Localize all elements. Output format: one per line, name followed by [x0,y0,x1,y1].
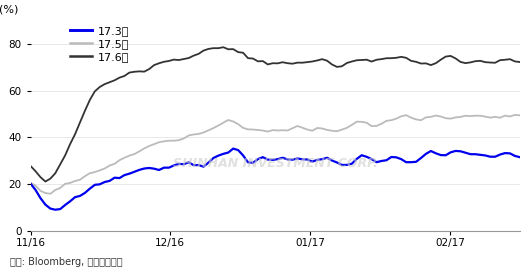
17.3월 [27,182,34,185]
17.5월 [324,128,330,132]
17.3월 [230,147,236,150]
17.6월 [146,68,152,71]
Text: SHINHAN INVESTMENT CORP.: SHINHAN INVESTMENT CORP. [173,157,378,170]
17.3월 [502,151,508,155]
17.3월 [146,166,152,170]
17.5월 [482,115,488,118]
17.5월 [285,129,291,132]
Text: 자료: Bloomberg, 신한금융투자: 자료: Bloomberg, 신한금융투자 [10,257,123,267]
17.5월 [146,144,152,148]
Text: (%): (%) [0,4,18,14]
17.3월 [289,158,296,161]
17.5월 [517,114,523,117]
Legend: 17.3월, 17.5월, 17.6월: 17.3월, 17.5월, 17.6월 [66,22,134,66]
Line: 17.5월: 17.5월 [30,115,520,194]
17.6월 [487,61,493,64]
17.5월 [27,181,34,184]
17.6월 [126,71,133,74]
17.6월 [289,62,296,65]
17.5월 [497,116,503,119]
17.3월 [52,208,58,211]
17.3월 [126,172,133,175]
17.3월 [487,155,493,158]
17.6월 [502,58,508,61]
17.3월 [329,159,335,162]
17.6월 [27,164,34,168]
17.6월 [329,63,335,66]
17.6월 [42,180,49,183]
17.6월 [517,60,523,64]
17.3월 [517,156,523,159]
17.5월 [126,154,133,157]
Line: 17.6월: 17.6월 [30,47,520,181]
17.6월 [220,46,226,49]
17.5월 [47,192,53,195]
17.5월 [512,113,518,117]
Line: 17.3월: 17.3월 [30,148,520,210]
